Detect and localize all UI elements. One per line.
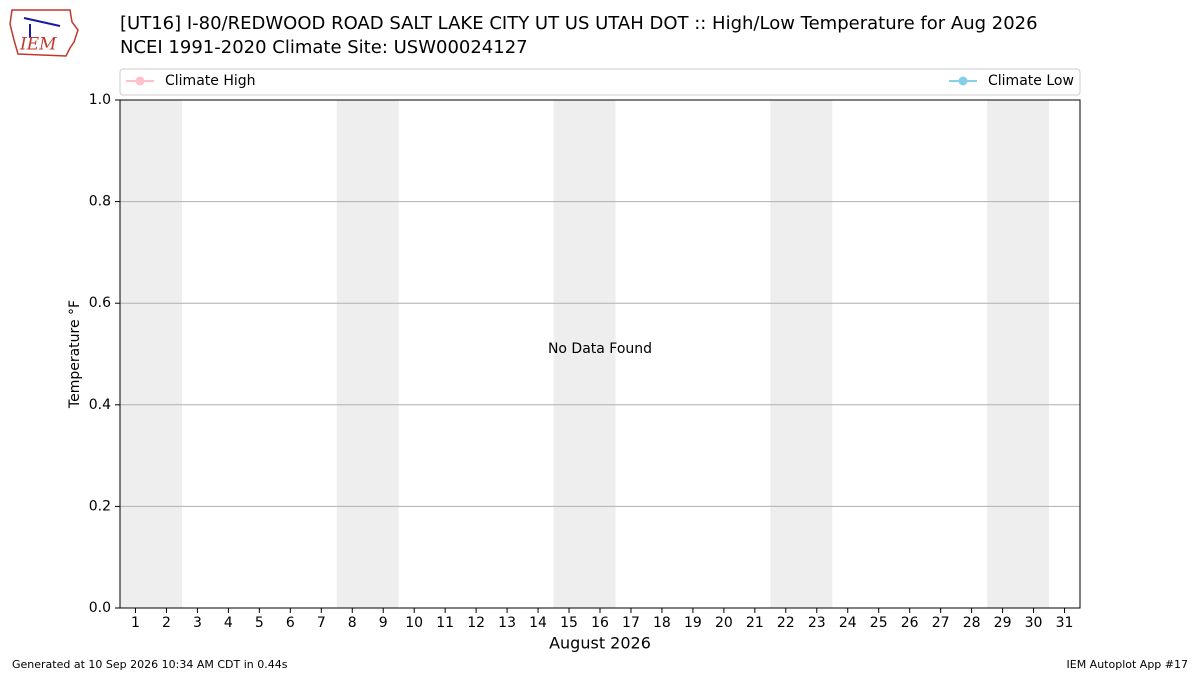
weekend-band: [553, 100, 616, 608]
x-tick-label: 13: [498, 615, 516, 631]
x-tick-label: 10: [405, 615, 423, 631]
legend-marker: [958, 76, 968, 86]
x-axis-label: August 2026: [549, 634, 651, 653]
x-tick-label: 21: [746, 615, 764, 631]
x-tick-label: 17: [622, 615, 640, 631]
logo-text: IEM: [19, 35, 57, 55]
y-tick-label: 0.4: [89, 397, 111, 413]
annotation: No Data Found: [548, 341, 652, 357]
footer-right: IEM Autoplot App #17: [1067, 658, 1189, 671]
x-tick-label: 8: [348, 615, 357, 631]
x-tick-label: 14: [529, 615, 547, 631]
legend-label: Climate High: [165, 73, 256, 89]
x-tick-label: 18: [653, 615, 671, 631]
chart-subtitle: NCEI 1991-2020 Climate Site: USW00024127: [120, 37, 528, 58]
legend-box: [119, 68, 1081, 96]
y-axis-label: Temperature °F: [67, 300, 83, 409]
x-tick-label: 5: [255, 615, 264, 631]
x-tick-label: 28: [963, 615, 981, 631]
x-tick-label: 30: [1025, 615, 1043, 631]
x-tick-label: 29: [994, 615, 1012, 631]
x-tick-label: 20: [715, 615, 733, 631]
legend-label: Climate Low: [988, 73, 1074, 89]
y-tick-label: 1.0: [89, 92, 111, 108]
x-tick-label: 4: [224, 615, 233, 631]
plot-frame: [119, 99, 1081, 609]
logo: IEM: [9, 9, 79, 57]
y-tick-label: 0.6: [89, 295, 111, 311]
x-tick-label: 1: [131, 615, 140, 631]
x-tick-label: 23: [808, 615, 826, 631]
chart-title: [UT16] I-80/REDWOOD ROAD SALT LAKE CITY …: [120, 13, 1038, 34]
y-tick-label: 0.8: [89, 194, 111, 210]
x-tick-label: 9: [379, 615, 388, 631]
x-tick-label: 26: [901, 615, 919, 631]
x-tick-label: 24: [839, 615, 857, 631]
x-tick-label: 6: [286, 615, 295, 631]
y-tick-label: 0.0: [89, 600, 111, 616]
x-tick-label: 3: [193, 615, 202, 631]
legend-marker: [135, 76, 145, 86]
x-tick-label: 25: [870, 615, 888, 631]
x-tick-label: 12: [467, 615, 485, 631]
y-tick-label: 0.2: [89, 498, 111, 514]
x-tick-label: 2: [162, 615, 171, 631]
weekend-band: [770, 100, 833, 608]
x-tick-label: 19: [684, 615, 702, 631]
x-tick-label: 11: [436, 615, 454, 631]
logo-icon: [23, 17, 61, 27]
weekend-band: [336, 100, 399, 608]
x-tick-label: 27: [932, 615, 950, 631]
x-tick-label: 7: [317, 615, 326, 631]
logo-outline: [9, 9, 79, 57]
x-tick-label: 15: [560, 615, 578, 631]
x-tick-label: 31: [1056, 615, 1074, 631]
weekend-band: [987, 100, 1050, 608]
footer-left: Generated at 10 Sep 2026 10:34 AM CDT in…: [12, 658, 288, 671]
x-tick-label: 16: [591, 615, 609, 631]
x-tick-label: 22: [777, 615, 795, 631]
weekend-band: [120, 100, 182, 608]
